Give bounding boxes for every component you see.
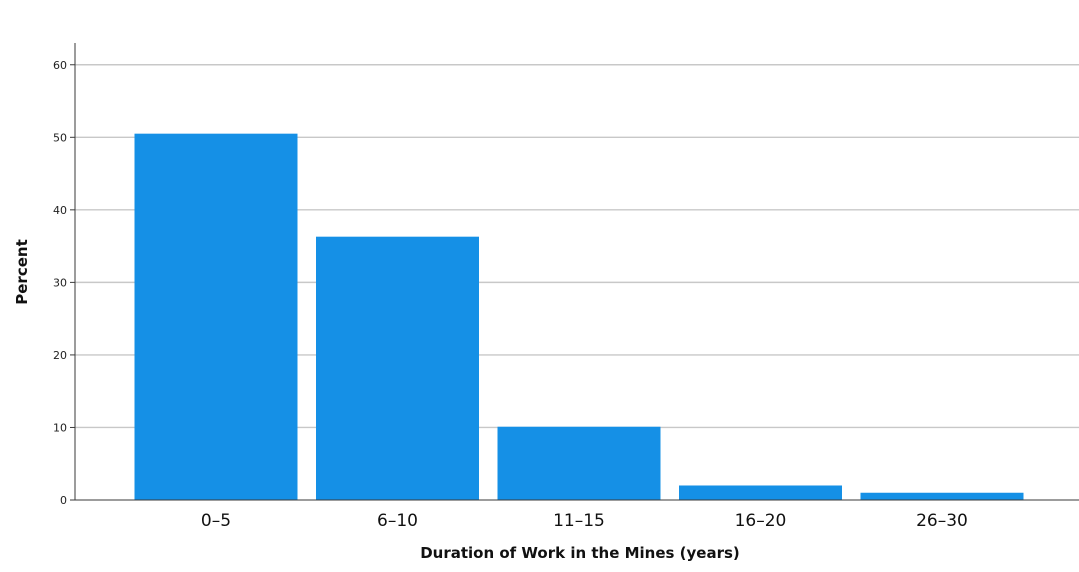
y-tick-labels: 0 10 20 30 40 50 60	[53, 59, 67, 507]
y-tick-label: 10	[53, 421, 67, 434]
y-tick-label: 50	[53, 131, 67, 144]
y-tick-label: 20	[53, 349, 67, 362]
bar	[497, 426, 661, 500]
bar	[679, 485, 842, 500]
x-tick-label: 6–10	[377, 511, 418, 531]
x-tick-label: 0–5	[201, 511, 231, 531]
axes	[74, 43, 1079, 501]
bar	[860, 492, 1024, 500]
bars	[134, 133, 1024, 500]
x-tick-label: 26–30	[916, 511, 968, 531]
x-axis-title: Duration of Work in the Mines (years)	[420, 544, 740, 562]
y-axis-title: Percent	[13, 239, 31, 304]
x-tick-label: 11–15	[553, 511, 605, 531]
bar	[134, 133, 298, 500]
x-tick-labels: 0–5 6–10 11–15 16–20 26–30	[201, 511, 968, 531]
y-tick-label: 30	[53, 276, 67, 289]
y-tick-label: 60	[53, 59, 67, 72]
y-tick-label: 40	[53, 204, 67, 217]
x-tick-label: 16–20	[735, 511, 787, 531]
y-tick-label: 0	[60, 494, 67, 507]
bar	[316, 236, 479, 500]
